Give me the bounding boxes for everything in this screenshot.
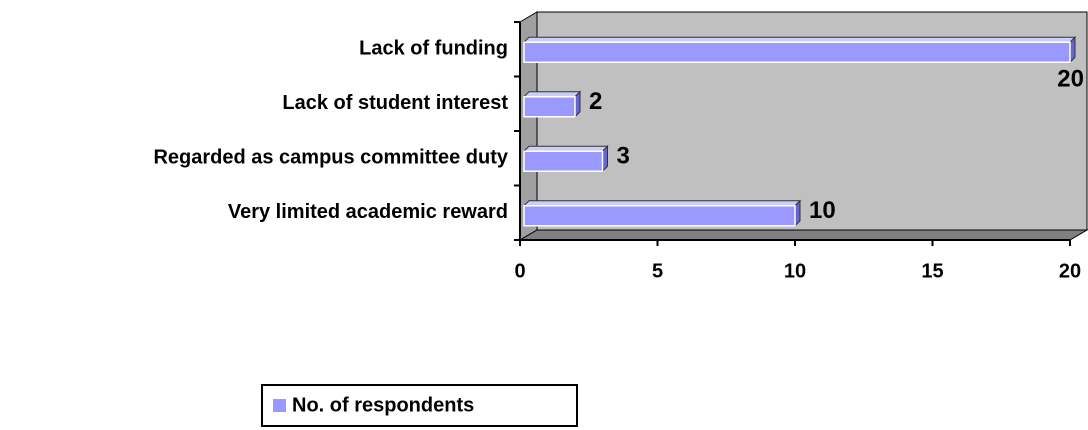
bar: [523, 41, 1071, 63]
y-tick-label: Lack of student interest: [282, 92, 508, 114]
bar: [523, 96, 576, 118]
y-tick-label: Very limited academic reward: [228, 201, 508, 223]
bar: [523, 150, 604, 172]
y-tick-label: Lack of funding: [359, 38, 508, 60]
legend-label: No. of respondents: [292, 394, 474, 416]
x-tick-label: 0: [514, 260, 525, 282]
x-tick-label: 10: [784, 260, 806, 282]
floor: [518, 229, 1088, 241]
x-tick-label: 5: [652, 260, 663, 282]
data-label: 10: [809, 197, 836, 224]
legend-box: [261, 384, 578, 427]
data-label: 20: [1057, 66, 1084, 93]
x-tick-label: 15: [921, 260, 943, 282]
data-label: 2: [589, 88, 602, 115]
data-label: 3: [617, 143, 630, 170]
x-tick-label: 20: [1059, 260, 1081, 282]
bar: [523, 205, 796, 227]
y-tick-label: Regarded as campus committee duty: [153, 147, 508, 169]
legend-swatch: [273, 399, 286, 412]
